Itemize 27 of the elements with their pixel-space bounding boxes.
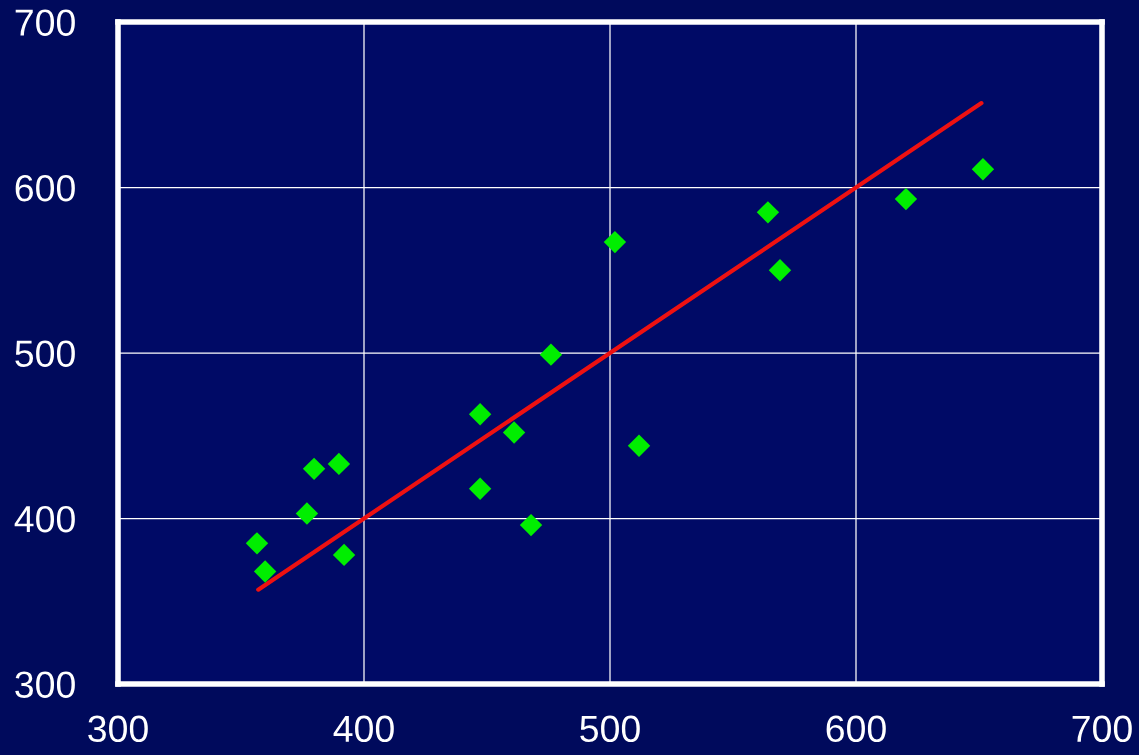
y-tick-label: 300 (15, 671, 75, 698)
point (502, 421, 526, 444)
point (253, 560, 277, 583)
x-tick-label: 700 (1072, 715, 1132, 743)
point (894, 187, 918, 211)
point (468, 477, 492, 500)
y-tick-label: 500 (15, 340, 75, 367)
point (302, 457, 326, 481)
point (519, 513, 543, 537)
point (603, 230, 627, 254)
point (971, 158, 995, 181)
point (332, 543, 356, 567)
point (295, 502, 319, 525)
y-tick-label: 600 (15, 174, 75, 202)
point (468, 403, 492, 426)
point (627, 434, 651, 457)
point (756, 201, 780, 224)
point (768, 259, 792, 282)
x-tick-label: 300 (88, 715, 148, 743)
point (539, 343, 563, 366)
x-tick-label: 500 (580, 715, 640, 743)
point (327, 452, 351, 476)
y-tick-label: 400 (14, 505, 75, 533)
y-tick-label: 700 (15, 9, 75, 36)
point (245, 532, 269, 555)
x-tick-label: 600 (826, 715, 886, 743)
x-tick-label: 400 (333, 715, 394, 743)
